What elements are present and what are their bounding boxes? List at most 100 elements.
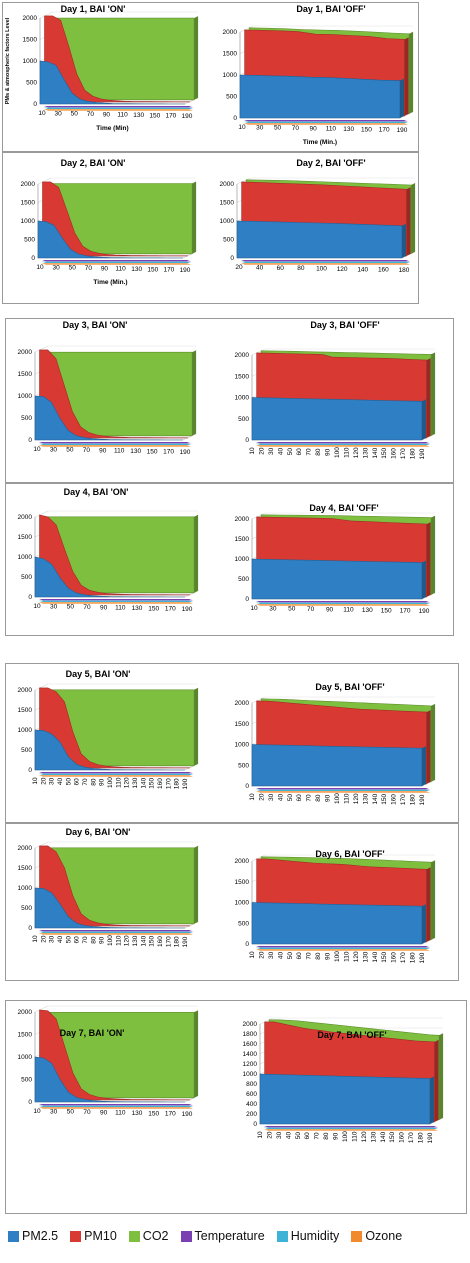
x-tick-label-7: 160 — [378, 267, 389, 274]
x-tick-label-7: 150 — [361, 126, 372, 133]
x-tick-label-2: 50 — [67, 604, 75, 611]
legend-item-co2: CO2 — [128, 1229, 169, 1243]
series-end-pm10 — [404, 37, 409, 116]
x-tick-label-1: 30 — [54, 110, 62, 117]
x-tick-label-5: 110 — [326, 126, 337, 133]
legend-label-co2: CO2 — [142, 1229, 169, 1243]
series-ribbon-ozone — [244, 123, 408, 125]
series-ribbon-temperature — [39, 772, 193, 774]
x-tick-label-8: 170 — [165, 606, 176, 613]
chart-1: 0 500 1000 1500 2000 10 30 50 70 90 110 130 150 170 19… — [5, 4, 199, 132]
gridline — [259, 1017, 274, 1025]
x-tick-label-7: 80 — [90, 936, 97, 944]
gridline — [34, 1005, 49, 1013]
x-tick-label-0: 10 — [250, 605, 258, 612]
x-tick-label-5: 110 — [115, 266, 126, 273]
x-tick-label-18: 190 — [419, 952, 426, 963]
series-end-co2 — [194, 1010, 199, 1098]
x-tick-label-0: 10 — [32, 935, 39, 943]
x-tick-label-4: 90 — [99, 447, 107, 454]
y-tick-label-6: 1200 — [243, 1061, 258, 1068]
x-tick-label-9: 100 — [334, 447, 341, 458]
y-tick-label-5: 1000 — [243, 1071, 258, 1078]
legend-label-pm10: PM10 — [84, 1229, 117, 1243]
gridline — [34, 841, 49, 849]
x-tick-label-11: 120 — [124, 935, 131, 946]
x-tick-label-10: 110 — [351, 1131, 358, 1142]
x-tick-label-8: 90 — [325, 794, 332, 802]
x-tick-label-9: 100 — [334, 793, 341, 804]
chart-2: 0 500 1000 1500 2000 10 30 50 70 90 110 130 150 170 19… — [223, 4, 414, 146]
series-ribbon-ozone — [39, 602, 193, 604]
y-tick-label-1: 500 — [26, 80, 37, 87]
y-tick-label-2: 1000 — [235, 742, 250, 749]
gridline — [251, 512, 266, 520]
y-axis-label: PMs & atmospheric factors Level — [5, 17, 11, 104]
x-tick-label-1: 20 — [258, 793, 265, 801]
y-tick-label-4: 2000 — [235, 858, 250, 865]
x-tick-label-3: 70 — [85, 265, 93, 272]
x-tick-label-18: 190 — [419, 794, 426, 805]
series-end-co2 — [194, 687, 199, 766]
y-tick-label-3: 1500 — [18, 534, 33, 541]
x-tick-label-16: 170 — [400, 794, 407, 805]
x-tick-label-0: 10 — [32, 777, 39, 785]
chart-12: 0 500 1000 1500 2000 10 20 30 40 50 60 70 80 90 100 110… — [235, 849, 436, 963]
y-tick-label-8: 1600 — [243, 1041, 258, 1048]
x-tick-label-15: 160 — [391, 448, 398, 459]
x-tick-label-2: 50 — [288, 606, 296, 613]
series-area-pm2-5 — [34, 1056, 185, 1103]
y-tick-label-3: 1500 — [18, 865, 33, 872]
y-tick-label-3: 1500 — [235, 879, 250, 886]
y-tick-label-1: 500 — [21, 415, 32, 422]
chart-title: Day 1, BAI 'ON' — [61, 4, 126, 14]
x-tick-label-3: 70 — [83, 447, 91, 454]
y-tick-label-3: 1500 — [220, 200, 235, 207]
series-ribbon-temperature — [241, 260, 410, 262]
y-tick-label-4: 2000 — [18, 514, 33, 521]
x-tick-label-17: 180 — [174, 778, 181, 789]
series-ribbon-ozone — [39, 933, 193, 935]
series-ribbon-ozone — [39, 775, 193, 777]
x-tick-label-16: 170 — [165, 778, 172, 789]
x-tick-label-0: 10 — [38, 110, 46, 117]
x-tick-label-3: 70 — [307, 606, 315, 613]
x-tick-label-3: 40 — [277, 952, 284, 960]
legend-swatch-pm25 — [8, 1230, 19, 1242]
y-tick-label-2: 1000 — [18, 554, 33, 561]
x-tick-label-0: 10 — [249, 447, 256, 455]
gridline — [34, 683, 49, 691]
x-tick-label-8: 90 — [325, 448, 332, 456]
x-tick-label-12: 130 — [370, 1131, 377, 1142]
chart-5: 0 500 1000 1500 2000 10 30 50 70 90 110 130 150 170 19… — [18, 320, 197, 456]
x-tick-label-4: 50 — [65, 778, 72, 786]
y-tick-label-0: 0 — [28, 1099, 32, 1106]
x-tick-label-4: 50 — [287, 448, 294, 456]
x-tick-label-11: 120 — [353, 793, 360, 804]
gridline — [251, 348, 266, 356]
x-tick-label-5: 110 — [343, 607, 354, 614]
gridline — [251, 854, 266, 862]
gridline — [251, 696, 266, 704]
chart-title: Day 2, BAI 'ON' — [61, 158, 126, 168]
series-end-pm2-5 — [422, 904, 426, 944]
x-tick-label-15: 160 — [399, 1132, 406, 1143]
y-tick-label-4: 2000 — [235, 516, 250, 523]
y-tick-label-7: 1400 — [243, 1051, 258, 1058]
x-tick-label-5: 110 — [115, 1110, 126, 1117]
series-area-co2 — [43, 351, 193, 437]
series-ribbon-humidity — [44, 107, 193, 109]
series-end-co2 — [439, 1033, 444, 1120]
series-ribbon-temperature — [256, 601, 430, 603]
x-tick-label-11: 120 — [353, 951, 360, 962]
series-end-pm10 — [187, 253, 192, 256]
x-tick-label-5: 120 — [337, 266, 348, 273]
x-tick-label-15: 160 — [391, 952, 398, 963]
x-tick-label-2: 30 — [268, 951, 275, 959]
series-ribbon-ozone — [256, 949, 430, 951]
x-tick-label-9: 190 — [419, 608, 430, 615]
x-tick-label-14: 150 — [389, 1132, 396, 1143]
legend-item-pm25: PM2.5 — [8, 1229, 58, 1243]
x-tick-label-9: 100 — [107, 935, 114, 946]
x-tick-label-9: 190 — [182, 113, 193, 120]
